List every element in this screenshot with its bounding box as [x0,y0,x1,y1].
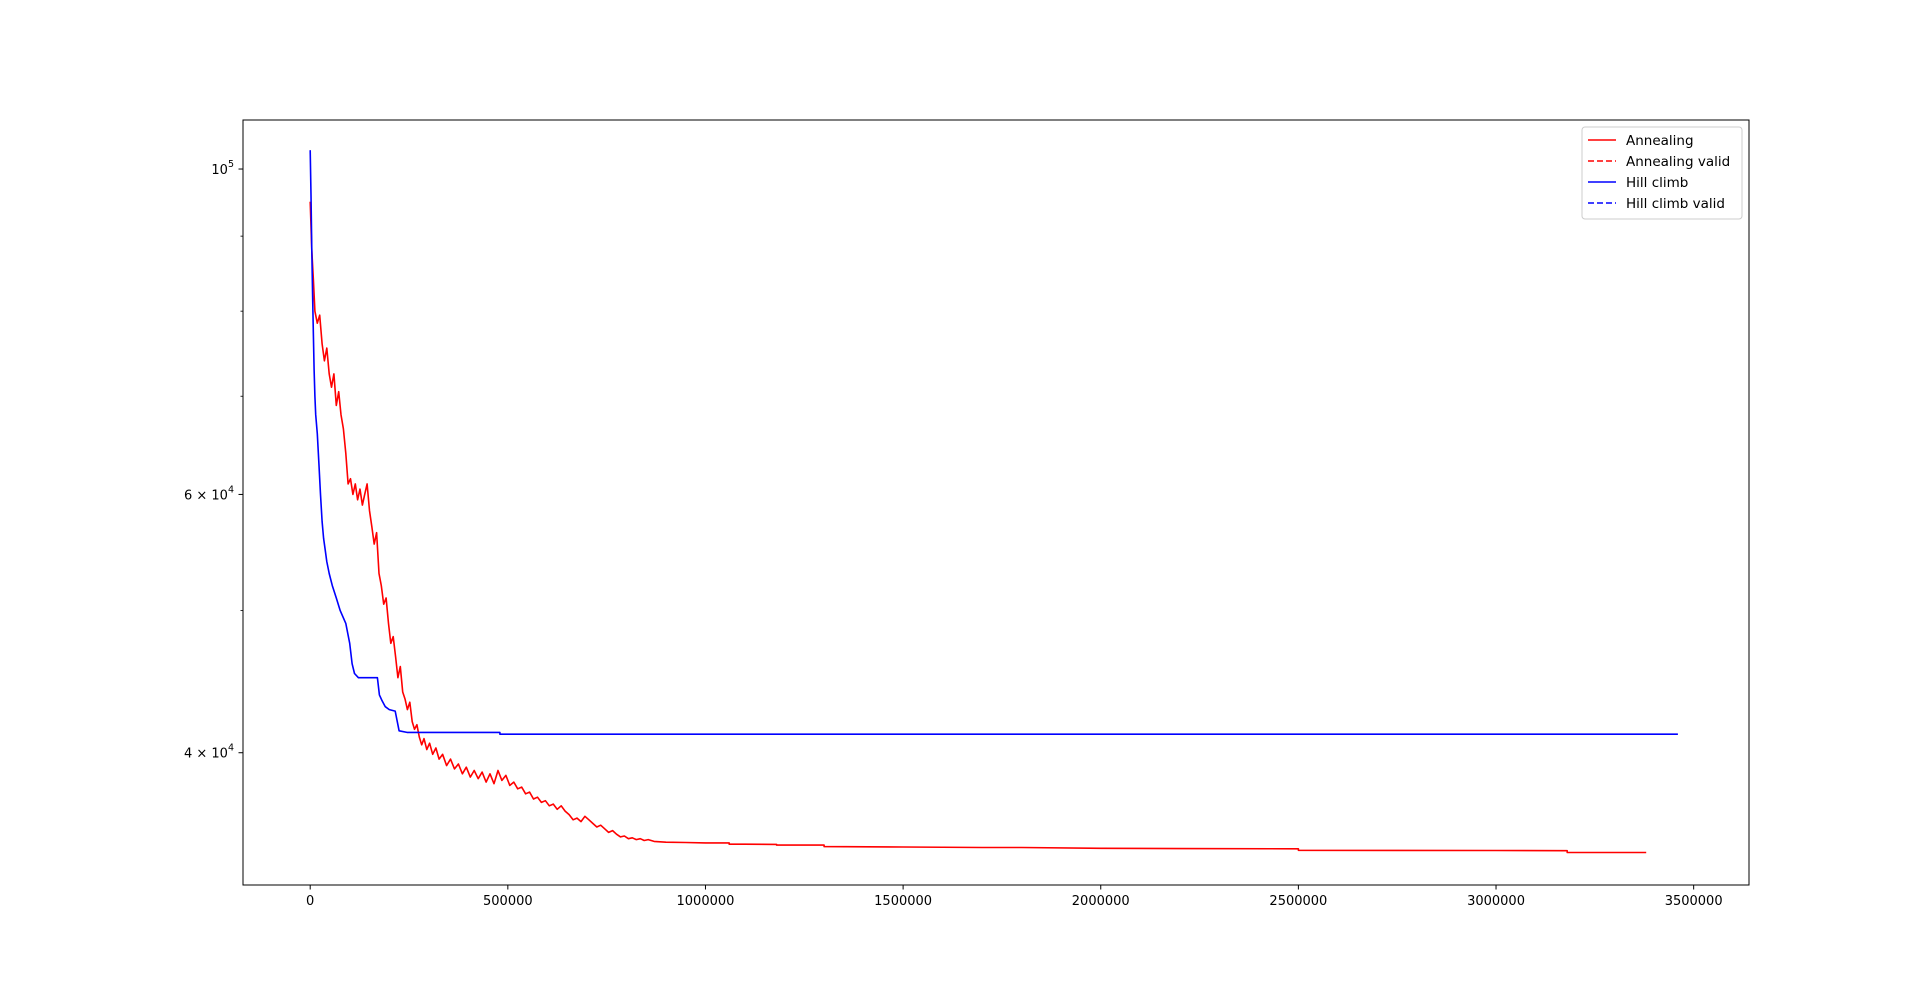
x-tick-label: 3000000 [1467,894,1525,909]
legend-label: Hill climb [1626,175,1688,191]
x-tick-label: 1000000 [677,894,735,909]
y-tick-mantissa: 4 × 10 [184,747,228,762]
axes-frame [242,119,1750,886]
x-axis: 0 500000 1000000 1500000 2000000 2500000 30000… [306,885,1723,909]
plot-lines [309,150,1678,854]
y-tick-exponent: 5 [228,159,234,170]
legend-label: Hill climb valid [1626,196,1725,212]
x-tick-label: 2000000 [1072,894,1130,909]
legend-label: Annealing valid [1626,154,1730,170]
x-tick-label: 0 [306,894,314,909]
legend: Annealing Annealing valid Hill climb Hill c… [1581,126,1743,220]
y-tick-mantissa: 10 [211,163,228,178]
series-line-annealing [309,201,1647,854]
y-tick-exponent: 4 [228,484,234,495]
legend-box [1581,126,1743,220]
y-tick-label: 4 × 104 [184,743,234,762]
legend-label: Annealing [1626,133,1694,149]
x-tick-label: 2500000 [1269,894,1327,909]
x-tick-label: 1500000 [874,894,932,909]
y-tick-mantissa: 6 × 10 [184,488,228,503]
y-tick-exponent: 4 [228,743,234,754]
x-tick-label: 500000 [483,894,533,909]
series-line-hill-climb [309,150,1678,735]
x-tick-label: 3500000 [1665,894,1723,909]
y-tick-label: 6 × 104 [184,484,234,503]
y-tick-label: 105 [211,159,234,178]
